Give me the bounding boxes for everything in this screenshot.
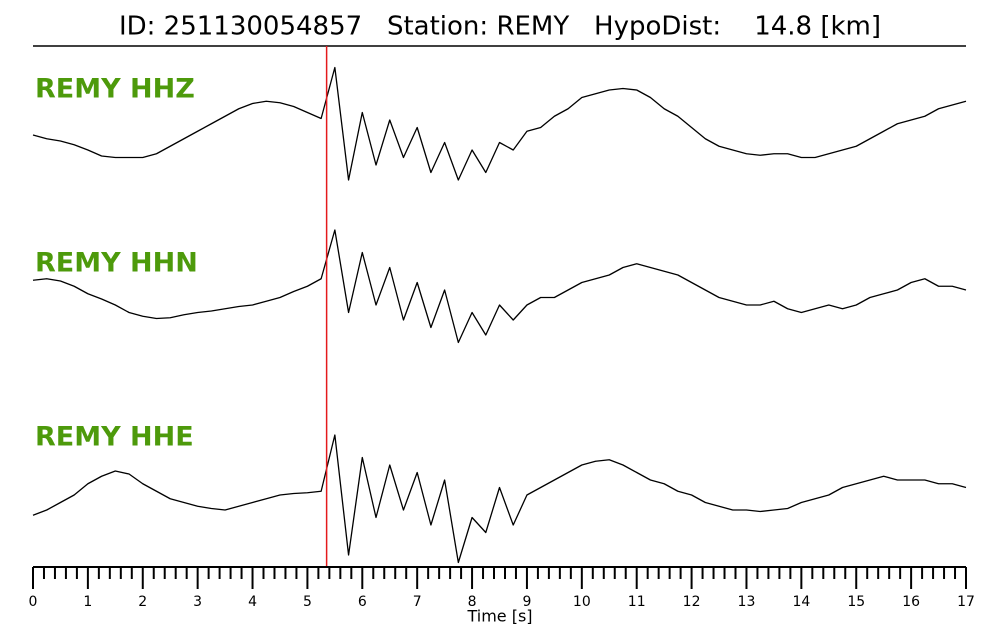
trace-label: REMY HHZ: [35, 74, 195, 105]
x-tick-label: 7: [413, 594, 422, 610]
trace: [32, 66, 967, 181]
x-tick-label: 17: [957, 594, 975, 610]
x-tick-label: 3: [193, 594, 202, 610]
x-tick-label: 10: [573, 594, 591, 610]
x-axis-label: Time [s]: [466, 607, 532, 626]
x-tick-label: 11: [628, 594, 646, 610]
x-tick-label: 4: [248, 594, 257, 610]
x-tick-label: 2: [138, 594, 147, 610]
x-tick-label: 8: [468, 594, 477, 610]
x-tick-label: 6: [358, 594, 367, 610]
trace-label: REMY HHE: [35, 422, 194, 453]
x-tick-label: 12: [683, 594, 701, 610]
trace: [32, 434, 967, 564]
x-tick-label: 1: [83, 594, 92, 610]
trace-label: REMY HHN: [35, 248, 198, 279]
trace: [32, 229, 967, 344]
x-tick-label: 0: [29, 594, 38, 610]
x-tick-label: 15: [847, 594, 865, 610]
x-tick-label: 9: [522, 594, 531, 610]
x-tick-label: 13: [738, 594, 756, 610]
x-tick-label: 5: [303, 594, 312, 610]
chart-title: ID: 251130054857 Station: REMY HypoDist:…: [119, 12, 881, 42]
x-tick-label: 16: [902, 594, 920, 610]
x-tick-label: 14: [792, 594, 810, 610]
